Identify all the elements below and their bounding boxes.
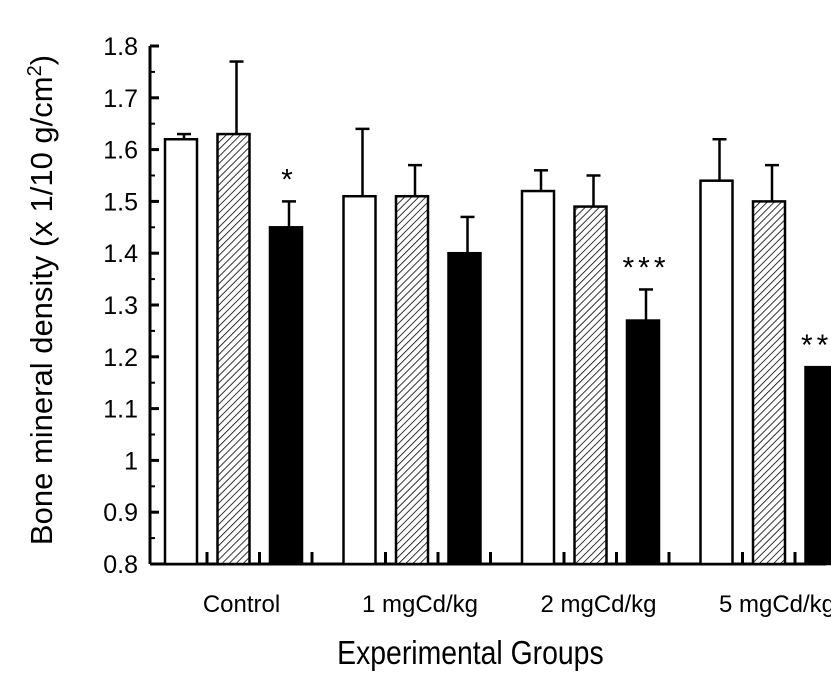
bar [216,132,251,566]
y-tick-label: 1.3 [103,292,138,320]
bar [342,194,377,566]
bar [394,194,430,566]
x-category-label: 1 mgCd/kg [362,591,478,618]
bar [163,137,199,566]
y-axis-title-main: Bone mineral density (x 1/10 g/cm [24,76,59,545]
bar [268,226,304,566]
y-axis-title-sup: 2 [24,65,46,76]
bar [751,200,787,566]
y-tick-label: 1.6 [103,137,138,165]
x-axis-title: Experimental Groups [337,634,603,672]
y-tick-label: 1 [124,447,138,475]
y-tick-label: 1.2 [103,344,138,372]
y-tick-labels: 0.8 0.9 1 1.1 1.2 1.3 1.4 1.5 1.6 1.7 1.8 [103,33,138,579]
x-category-label: 2 mgCd/kg [540,591,656,618]
significance-marker: *** [622,251,669,284]
significance-marker: *** [801,329,831,362]
y-tick-label: 1.5 [103,188,138,216]
x-category-labels: Control 1 mgCd/kg 2 mgCd/kg 5 mgCd/kg [203,591,831,618]
significance-annotations: ******* [281,163,831,362]
bar [625,319,661,566]
y-tick-label: 0.8 [103,551,138,579]
y-tick-label: 1.4 [103,240,138,268]
y-tick-label: 0.9 [103,499,138,527]
bars-layer [163,60,831,566]
y-tick-label: 1.1 [103,396,138,424]
bar [804,365,831,566]
x-category-label: 5 mgCd/kg [719,591,831,618]
bar [699,179,734,566]
significance-marker: * [281,163,297,196]
bar [447,251,482,566]
y-axis-title-close: ) [24,55,59,65]
y-axis-title: Bone mineral density (x 1/10 g/cm2) [24,55,59,545]
x-category-label: Control [203,591,280,618]
y-tick-label: 1.7 [103,85,138,113]
bar [520,189,556,566]
bar [573,205,608,566]
y-tick-label: 1.8 [103,33,138,61]
